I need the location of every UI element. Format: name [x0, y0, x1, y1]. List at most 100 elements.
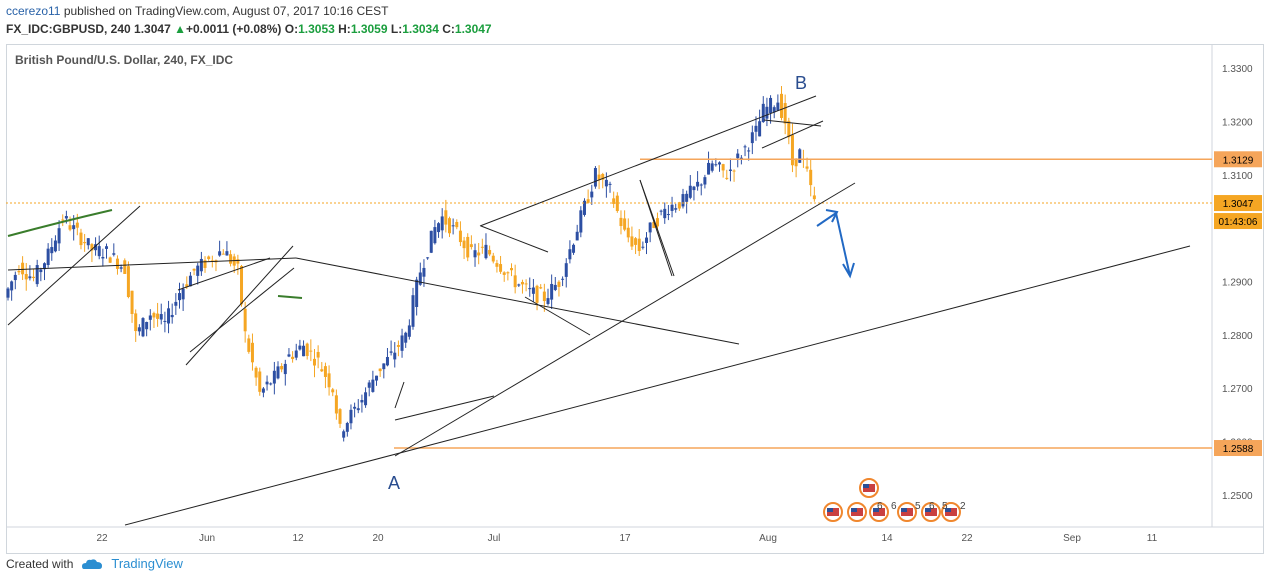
trendline [763, 119, 822, 127]
candle-body [469, 244, 473, 248]
candle-body [378, 368, 382, 372]
candle-body [590, 191, 594, 198]
candle-body [699, 184, 703, 186]
arrow-head-bottom [842, 262, 855, 279]
candle-body [349, 409, 353, 424]
price-level-label: 1.3129 [1223, 155, 1254, 166]
candle-body [83, 242, 87, 244]
candle-body [754, 125, 758, 132]
candle-body [564, 263, 568, 277]
countdown-label: 01:43:06 [1219, 217, 1258, 228]
candle-body [484, 244, 488, 259]
candle-body [393, 352, 397, 360]
candle-body [790, 134, 794, 166]
candle-body [375, 375, 379, 381]
candle-body [134, 313, 138, 332]
candle-body [86, 238, 90, 246]
tradingview-brand[interactable]: TradingView [111, 556, 183, 571]
candle-body [433, 227, 437, 244]
candle-body [229, 254, 233, 264]
candle-body [97, 246, 101, 257]
wave-label-a: A [388, 473, 400, 493]
flag-canton [827, 508, 833, 512]
candle-body [105, 246, 109, 249]
candle-body [437, 223, 441, 233]
candle-body [604, 179, 608, 187]
candle-body [283, 363, 287, 375]
trendline [7, 257, 297, 271]
candle-body [535, 285, 539, 303]
event-count-label: 6 [877, 501, 883, 512]
candle-body [794, 158, 798, 167]
time-tick-label: 20 [372, 533, 384, 544]
candle-body [634, 238, 638, 245]
event-count-label: 6 [929, 501, 935, 512]
candle-body [418, 272, 422, 285]
publish-text: published on TradingView.com, August 07,… [60, 4, 389, 18]
candle-body [670, 204, 674, 211]
candle-body [415, 279, 419, 308]
candle-body [426, 257, 430, 259]
candle-body [707, 162, 711, 175]
candle-body [615, 195, 619, 212]
candle-body [72, 225, 76, 230]
flag-canton [873, 508, 879, 512]
candle-body [601, 174, 605, 180]
candle-body [652, 221, 656, 228]
candle-body [57, 228, 61, 244]
candle-body [626, 227, 630, 238]
chart-panel[interactable] [6, 44, 1264, 554]
candle-body [572, 244, 576, 253]
candle-body [156, 313, 160, 319]
candle-body [272, 370, 276, 384]
candle-body [177, 293, 181, 301]
high-value: 1.3059 [350, 22, 388, 36]
candle-body [101, 257, 105, 259]
trendline [7, 205, 141, 326]
author-link[interactable]: ccerezo11 [6, 4, 61, 18]
candle-body [218, 251, 222, 256]
candle-body [619, 217, 623, 227]
trendline [295, 257, 740, 345]
candle-body [243, 308, 247, 332]
candle-body [225, 251, 229, 256]
candle-body [703, 177, 707, 185]
candle-body [163, 320, 167, 322]
candle-body [579, 210, 583, 233]
candle-body [254, 367, 258, 378]
candle-body [685, 193, 689, 202]
candle-body [513, 275, 517, 288]
candle-body [141, 318, 145, 337]
candle-body [10, 281, 14, 291]
candle-body [688, 185, 692, 198]
candle-body [53, 240, 57, 252]
trendline [185, 245, 294, 366]
time-tick-label: 14 [881, 533, 893, 544]
footer: Created with TradingView [6, 556, 183, 571]
candle-body [528, 288, 532, 290]
candle-body [400, 335, 404, 351]
time-tick-label: Jul [488, 533, 501, 544]
candle-body [630, 236, 634, 247]
candle-body [327, 373, 331, 388]
candle-body [389, 351, 393, 353]
trendline [479, 95, 817, 227]
candle-body [312, 358, 316, 366]
candle-body [444, 210, 448, 225]
candle-body [517, 284, 521, 286]
candle-body [440, 216, 444, 231]
candle-body [772, 107, 776, 113]
candle-body [597, 174, 601, 181]
trendline [394, 182, 856, 457]
time-tick-label: 11 [1147, 533, 1158, 544]
candle-body [6, 288, 10, 298]
candle-body [666, 214, 670, 216]
time-tick-label: Aug [759, 533, 777, 544]
candle-body [298, 345, 302, 350]
candle-body [743, 146, 747, 148]
candle-body [696, 181, 700, 187]
candle-body [174, 301, 178, 306]
candle-body [422, 267, 426, 277]
candle-body [714, 164, 718, 166]
